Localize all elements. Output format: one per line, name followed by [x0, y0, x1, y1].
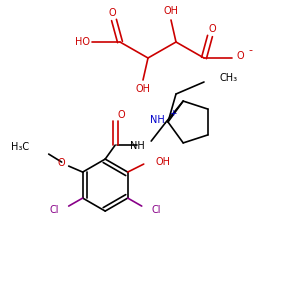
- Text: Cl: Cl: [152, 205, 161, 215]
- Text: O: O: [117, 110, 125, 120]
- Text: NH: NH: [130, 141, 145, 151]
- Text: OH: OH: [156, 157, 171, 167]
- Text: +: +: [169, 109, 177, 118]
- Text: O: O: [208, 24, 216, 34]
- Text: HO: HO: [75, 37, 90, 47]
- Text: OH: OH: [136, 84, 151, 94]
- Text: Cl: Cl: [49, 205, 59, 215]
- Text: NH: NH: [150, 115, 165, 125]
- Text: -: -: [248, 45, 252, 55]
- Text: H₃C: H₃C: [11, 142, 29, 152]
- Text: O: O: [236, 51, 244, 61]
- Text: O: O: [57, 158, 65, 168]
- Text: CH₃: CH₃: [220, 73, 238, 83]
- Text: O: O: [108, 8, 116, 18]
- Text: OH: OH: [164, 6, 178, 16]
